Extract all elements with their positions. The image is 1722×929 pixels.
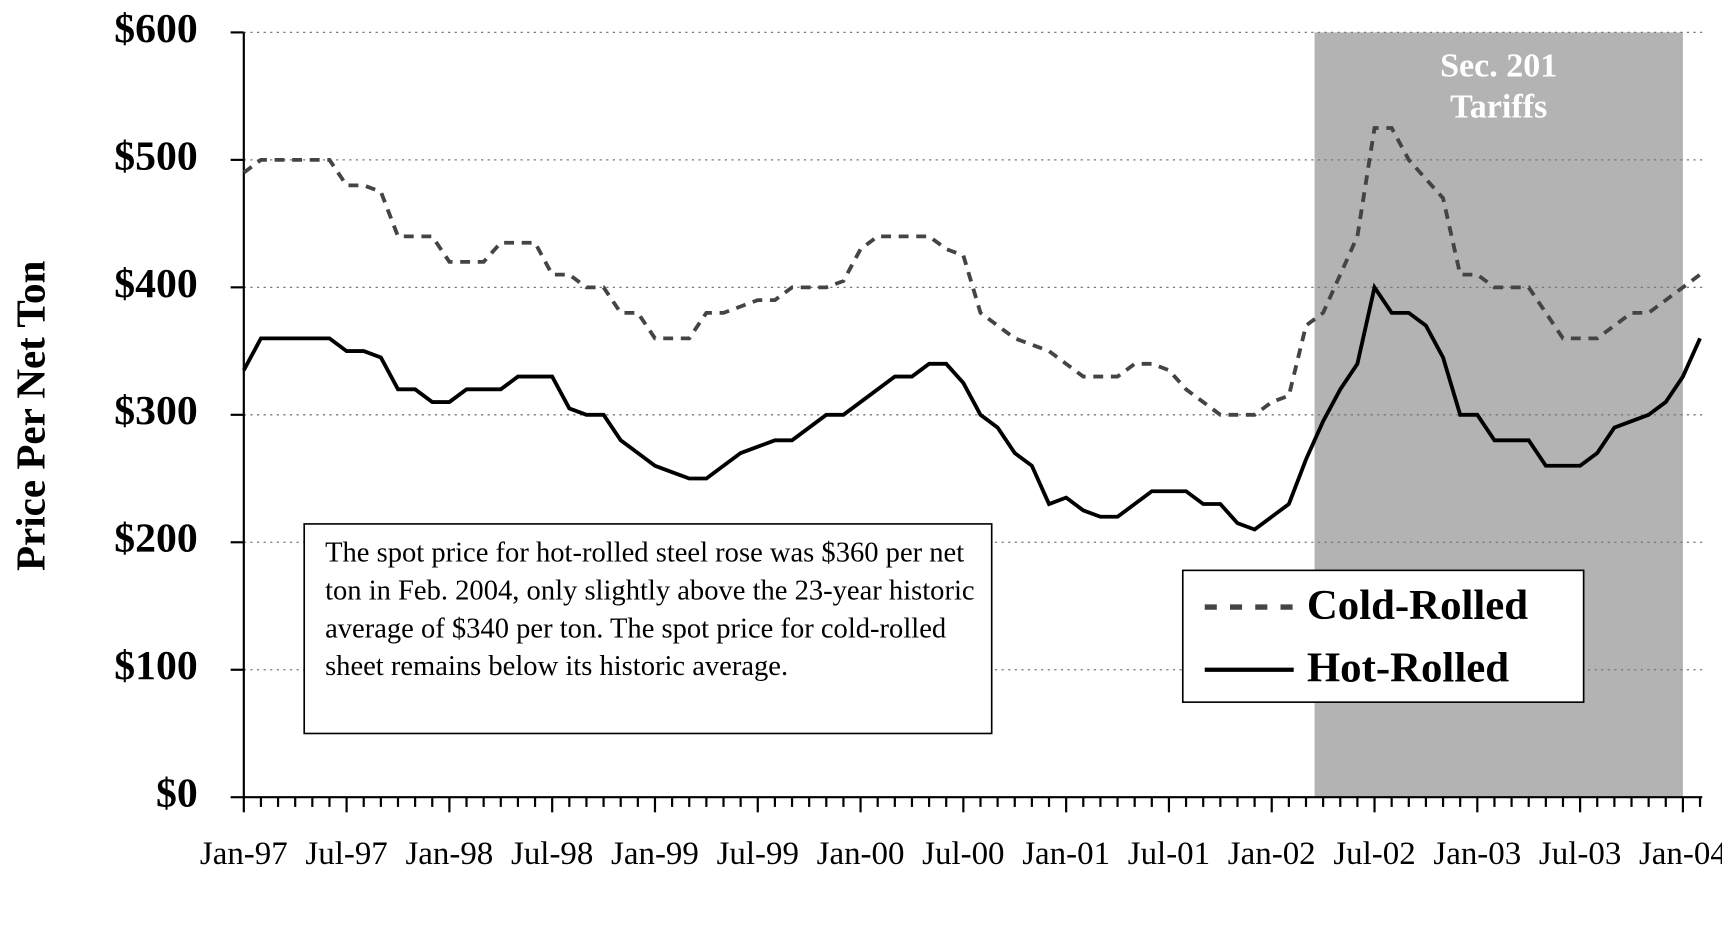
- x-tick-label: Jul-03: [1538, 836, 1622, 872]
- x-tick-label-box: Jan-02: [1227, 836, 1316, 872]
- x-tick-label: Jul-00: [922, 836, 1005, 872]
- x-tick-label-box: Jan-04: [1638, 836, 1722, 872]
- y-tick-label: $0: [156, 770, 198, 816]
- y-tick-label: $600: [114, 5, 197, 51]
- legend-label: Cold-Rolled: [1307, 582, 1529, 629]
- x-tick-label: Jan-98: [405, 836, 494, 872]
- x-tick-label-box: Jan-01: [1022, 836, 1111, 872]
- x-tick-label: Jul-99: [716, 836, 799, 872]
- line-series: [242, 126, 1702, 417]
- x-tick-label: Jan-00: [816, 836, 905, 872]
- x-tick-label: Jan-02: [1227, 836, 1316, 872]
- x-tick-label-box: Jul-03: [1538, 836, 1622, 872]
- y-tick-label: $400: [114, 260, 197, 306]
- line-series: [242, 282, 1702, 532]
- x-tick-label: Jul-02: [1333, 836, 1416, 872]
- annotation-frame: [303, 523, 993, 735]
- x-tick-label-box: Jan-00: [816, 836, 905, 872]
- x-tick-label-box: Jul-99: [716, 836, 799, 872]
- y-tick-label: $500: [114, 133, 197, 179]
- annotation: The spot price for hot-rolled steel rose…: [325, 536, 975, 682]
- x-tick-label-box: Jan-03: [1433, 836, 1522, 872]
- legend-frame: [1181, 569, 1585, 703]
- x-tick-label: Jul-01: [1127, 836, 1211, 872]
- x-tick-label-box: Jul-98: [510, 836, 594, 872]
- shade-label-box: Sec. 201 Tariffs: [1440, 46, 1558, 126]
- x-tick-label: Jan-97: [199, 836, 288, 872]
- x-tick-label: Jan-04: [1638, 836, 1722, 872]
- shade-label: Sec. 201 Tariffs: [1440, 46, 1558, 126]
- x-tick-label: Jan-01: [1022, 836, 1111, 872]
- x-tick-label: Jul-98: [510, 836, 594, 872]
- y-axis-label: Price Per Net Ton: [7, 261, 53, 571]
- x-tick-label: Jul-97: [305, 836, 388, 872]
- y-tick-label: $100: [114, 642, 197, 688]
- y-tick-label: $300: [114, 388, 197, 434]
- x-tick-label: Jan-99: [611, 836, 699, 872]
- x-tick-label-box: Jan-97: [199, 836, 288, 872]
- x-tick-label-box: Jan-99: [611, 836, 699, 872]
- x-tick-label-box: Jan-98: [405, 836, 494, 872]
- legend-label: Hot-Rolled: [1307, 645, 1510, 692]
- x-tick-label-box: Jul-02: [1333, 836, 1416, 872]
- x-tick-label-box: Jul-97: [305, 836, 388, 872]
- x-tick-label-box: Jul-01: [1127, 836, 1211, 872]
- y-tick-label: $200: [114, 515, 197, 561]
- x-tick-label-box: Jul-00: [922, 836, 1005, 872]
- x-tick-label: Jan-03: [1433, 836, 1522, 872]
- annotation-box: The spot price for hot-rolled steel rose…: [325, 536, 975, 682]
